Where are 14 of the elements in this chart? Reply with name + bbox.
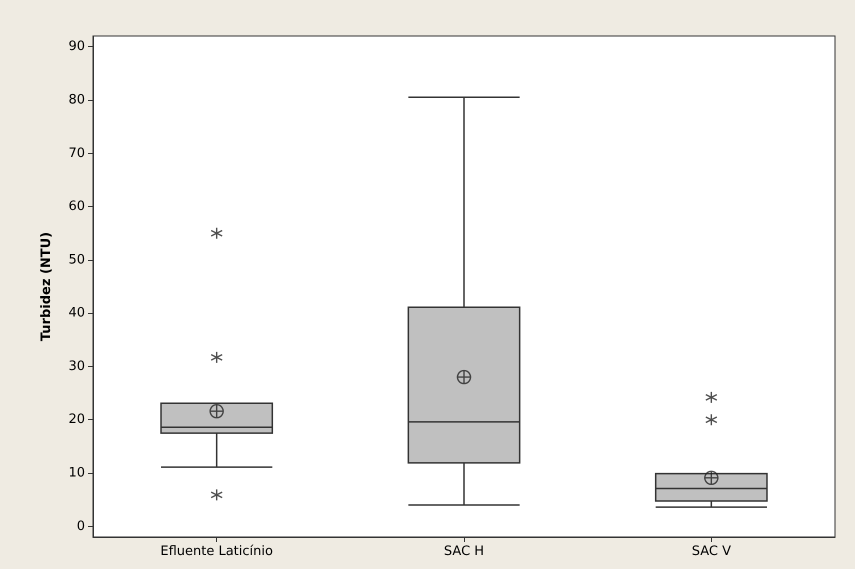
- y-tick-label: 20: [68, 412, 85, 428]
- y-tick-label: 50: [68, 252, 85, 268]
- y-tick-label: 0: [76, 518, 85, 534]
- x-tick-label: SAC V: [692, 544, 732, 559]
- y-tick-label: 70: [68, 146, 85, 161]
- y-tick-label: 10: [68, 466, 85, 481]
- x-tick-label: SAC H: [444, 544, 484, 559]
- y-tick-label: 30: [68, 358, 85, 374]
- y-axis-title: Turbidez (NTU): [39, 232, 54, 342]
- y-tick-label: 60: [68, 199, 85, 214]
- y-tick-label: 80: [68, 92, 85, 108]
- y-tick-label: 40: [68, 306, 85, 321]
- x-tick-label: Efluente Laticínio: [160, 544, 274, 559]
- y-tick-label: 90: [68, 39, 85, 54]
